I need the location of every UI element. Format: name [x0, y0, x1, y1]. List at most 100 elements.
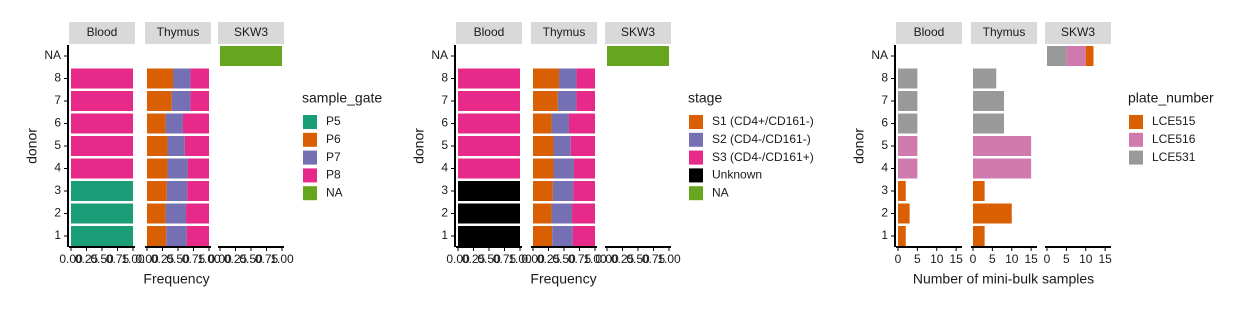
bar-segment — [71, 226, 133, 246]
x-tick-label: 15 — [1098, 252, 1112, 266]
bar-segment — [552, 226, 573, 246]
bar-segment — [572, 226, 595, 246]
bar-segment — [190, 68, 209, 89]
y-tick-label: 1 — [54, 228, 61, 242]
bar-segment — [458, 203, 520, 224]
y-tick-label: 4 — [441, 161, 448, 175]
facet-strip — [1045, 22, 1111, 44]
legend-title: stage — [688, 90, 722, 106]
bar-segment — [184, 136, 209, 156]
legend-title: sample_gate — [302, 90, 382, 106]
bar-segment — [1066, 46, 1086, 66]
bar-segment — [147, 181, 167, 201]
bar-segment — [71, 181, 133, 201]
y-tick-label: 5 — [441, 138, 448, 152]
x-tick-label: 0 — [895, 252, 902, 266]
x-tick-label: 0.25 — [537, 252, 561, 266]
x-tick-label: 0.25 — [224, 252, 248, 266]
facet-strip — [456, 22, 522, 44]
legend-label: P6 — [326, 132, 341, 146]
bar-segment — [458, 158, 520, 179]
x-tick-label: 0.00 — [208, 252, 232, 266]
facet-strip — [531, 22, 597, 44]
legend-swatch — [689, 186, 703, 201]
bar-segment — [898, 181, 906, 201]
bar-segment — [973, 158, 1032, 179]
bar-segment — [147, 68, 174, 89]
bar-segment — [898, 136, 918, 156]
legend-swatch — [1129, 132, 1143, 147]
bar-segment — [458, 226, 520, 246]
bar-segment — [458, 113, 520, 134]
facet-label: Thymus — [543, 25, 586, 39]
x-tick-label: 0.00 — [446, 252, 470, 266]
bar-segment — [458, 181, 520, 201]
y-tick-label: 2 — [881, 206, 888, 220]
y-tick-label: 6 — [881, 116, 888, 130]
bar-segment — [71, 68, 133, 89]
bar-segment — [220, 46, 282, 66]
bar-segment — [147, 158, 168, 179]
x-tick-label: 0.75 — [255, 252, 279, 266]
y-axis-title: donor — [411, 128, 427, 164]
x-tick-label: 1.00 — [583, 252, 607, 266]
bar-segment — [1047, 46, 1067, 66]
bar-segment — [533, 91, 558, 111]
x-tick-label: 0.50 — [90, 252, 114, 266]
x-axis-title: Number of mini-bulk samples — [913, 271, 1094, 287]
legend-label: P7 — [326, 150, 341, 164]
bar-segment — [71, 203, 133, 224]
bar-segment — [458, 68, 520, 89]
x-tick-label: 1.00 — [508, 252, 532, 266]
bar-segment — [533, 158, 554, 179]
y-tick-label: 3 — [881, 183, 888, 197]
y-tick-label: 4 — [54, 161, 61, 175]
bar-segment — [553, 136, 571, 156]
legend-swatch — [689, 132, 703, 147]
x-tick-label: 15 — [949, 252, 963, 266]
x-tick-label: 5 — [989, 252, 996, 266]
y-tick-label: 7 — [881, 93, 888, 107]
y-tick-label: 6 — [54, 116, 61, 130]
bar-segment — [898, 68, 918, 89]
facet-label: Thymus — [983, 25, 1026, 39]
bar-segment — [973, 136, 1032, 156]
bar-segment — [568, 113, 595, 134]
bar-segment — [147, 91, 172, 111]
y-tick-label: 1 — [441, 228, 448, 242]
y-axis-title: donor — [851, 128, 867, 164]
x-tick-label: 0.00 — [595, 252, 619, 266]
bar-segment — [533, 68, 560, 89]
bar-segment — [533, 113, 552, 134]
x-tick-label: 0.75 — [493, 252, 517, 266]
bar-segment — [557, 91, 577, 111]
y-tick-label: 4 — [881, 161, 888, 175]
x-tick-label: 0.75 — [642, 252, 666, 266]
x-tick-label: 0.50 — [166, 252, 190, 266]
y-tick-label: NA — [431, 48, 448, 62]
bar-segment — [898, 158, 918, 179]
y-tick-label: 6 — [441, 116, 448, 130]
legend-label: P5 — [326, 114, 341, 128]
x-tick-label: 10 — [1005, 252, 1019, 266]
x-tick-label: 0 — [1044, 252, 1051, 266]
legend-title: plate_number — [1128, 90, 1214, 106]
facet-label: SKW3 — [234, 25, 268, 39]
x-tick-label: 0.25 — [151, 252, 175, 266]
bar-segment — [573, 181, 595, 201]
bar-segment — [147, 113, 166, 134]
x-tick-label: 0.75 — [106, 252, 130, 266]
bar-segment — [165, 113, 183, 134]
bar-segment — [458, 91, 520, 111]
bar-segment — [973, 91, 1004, 111]
bar-segment — [458, 136, 520, 156]
bar-segment — [533, 181, 553, 201]
bar-segment — [147, 226, 167, 246]
y-tick-label: 8 — [441, 71, 448, 85]
legend-swatch — [303, 132, 317, 147]
bar-segment — [166, 181, 188, 201]
legend-label: S2 (CD4-/CD161-) — [712, 132, 811, 146]
y-tick-label: 5 — [54, 138, 61, 152]
facet-label: Thymus — [157, 25, 200, 39]
